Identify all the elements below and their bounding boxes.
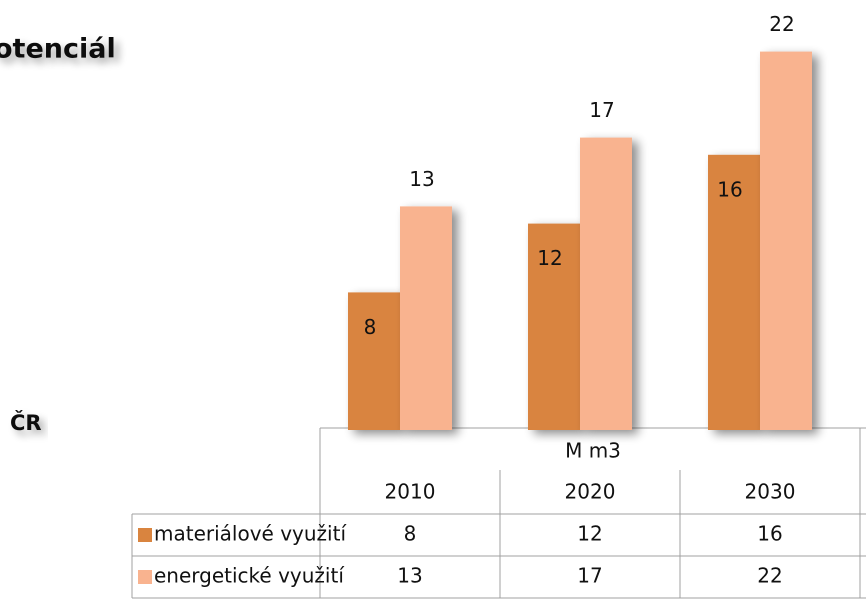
data-table: M m3 <box>131 427 866 599</box>
bar <box>760 51 812 430</box>
bar <box>400 206 452 430</box>
legend-label: materiálové využití <box>154 522 347 546</box>
category-label: 2030 <box>745 480 796 504</box>
data-label: 12 <box>537 246 562 270</box>
title: otenciál <box>0 34 116 65</box>
table-value: 12 <box>577 522 602 546</box>
data-label: 8 <box>364 315 377 339</box>
table-value: 17 <box>577 564 602 588</box>
table-value: 22 <box>757 564 782 588</box>
bar <box>580 137 632 430</box>
table-value: 13 <box>397 564 422 588</box>
bar <box>348 292 400 430</box>
bar <box>708 154 760 431</box>
legend-swatch <box>138 570 152 584</box>
data-label: 22 <box>769 12 794 36</box>
legend-swatch <box>138 528 152 542</box>
data-label: 13 <box>409 167 434 191</box>
bar <box>528 223 580 430</box>
category-label: 2020 <box>565 480 616 504</box>
legend-label: energetické využití <box>154 564 345 588</box>
data-label: 16 <box>717 177 742 201</box>
data-label: 17 <box>589 98 614 122</box>
table-value: 8 <box>404 522 417 546</box>
table-value: 16 <box>757 522 782 546</box>
category-label: 2010 <box>385 480 436 504</box>
region-label: ČR <box>10 410 42 435</box>
unit-label: M m3 <box>565 439 621 463</box>
